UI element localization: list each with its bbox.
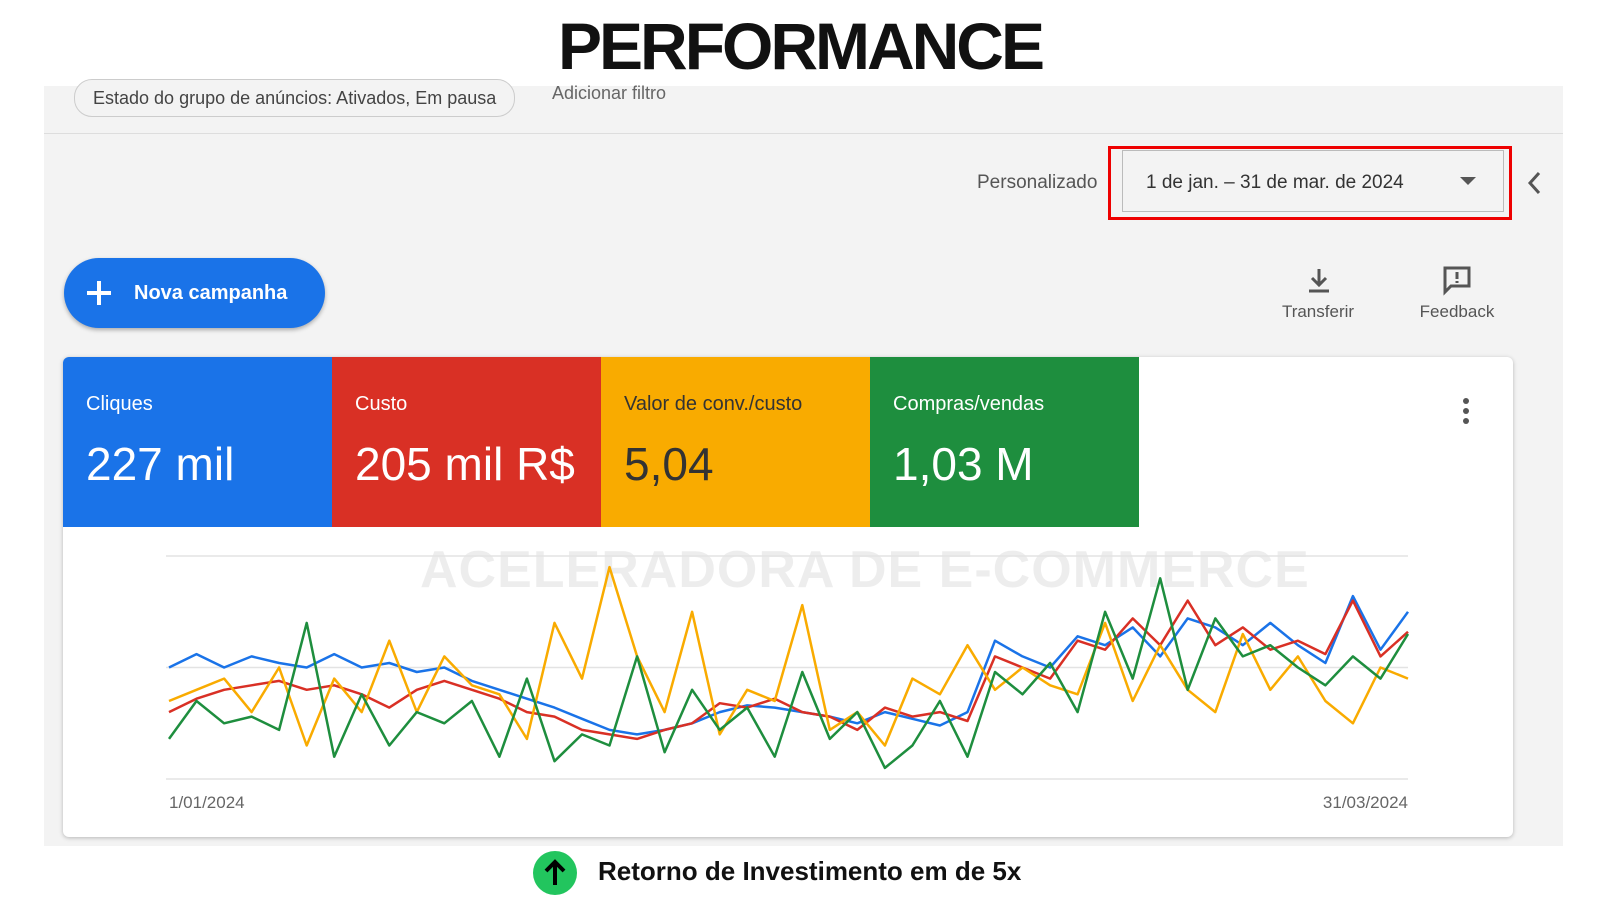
series-line (167, 577, 1410, 770)
feedback-icon (1443, 266, 1471, 296)
metric-tile[interactable]: Custo 205 mil R$ (332, 357, 601, 527)
date-picker[interactable] (1122, 150, 1504, 212)
add-filter[interactable]: Adicionar filtro (552, 83, 667, 103)
more-icon[interactable] (1461, 397, 1471, 427)
chart-card: Cliques 227 mil Custo 205 mil R$ Valor de … (63, 357, 1513, 837)
metric-name: Valor de conv./custo (624, 393, 803, 415)
watermark: ACELERADORA DE E-COMMERCE (420, 541, 1310, 599)
metric-value: 5,04 (624, 438, 714, 490)
metric-value: 227 mil (86, 438, 235, 490)
download-icon (1309, 269, 1329, 293)
separator (44, 133, 1563, 134)
metric-value: 1,03 M (893, 438, 1034, 490)
button-label: Nova campanha (134, 282, 288, 304)
collapse-icon[interactable] (1525, 170, 1545, 196)
date-label: Personalizado (977, 172, 1098, 193)
metric-name: Cliques (86, 393, 153, 415)
series-line (168, 565, 1409, 747)
feedback-button[interactable]: Feedback (1419, 302, 1495, 321)
highlight-box (1108, 146, 1512, 220)
metric-tile[interactable]: Cliques 227 mil (63, 357, 332, 527)
up-icon (533, 851, 577, 895)
metric-name: Compras/vendas (893, 393, 1045, 415)
dropdown-icon (1460, 177, 1476, 185)
footer-text: Retorno de Investimento em de 5x (598, 856, 1022, 886)
download-button[interactable]: Transferir (1281, 302, 1355, 321)
page-title: PERFORMANCE (557, 9, 1045, 83)
plus-icon (87, 281, 111, 305)
date-range[interactable]: 1 de jan. – 31 de mar. de 2024 (1146, 172, 1404, 193)
x-tick-label: 31/03/2024 (1323, 793, 1408, 812)
metric-value: 205 mil R$ (355, 438, 575, 490)
filter-chip[interactable]: Estado do grupo de anúncios: Ativados, E… (74, 79, 516, 117)
metric-name: Custo (355, 393, 408, 415)
metric-tile[interactable]: Compras/vendas 1,03 M (870, 357, 1139, 527)
metric-tile[interactable]: Valor de conv./custo 5,04 (601, 357, 870, 527)
x-tick-label: 1/01/2024 (169, 793, 245, 812)
series-line (168, 599, 1409, 741)
new-campaign-button[interactable]: Nova campanha (64, 258, 325, 328)
